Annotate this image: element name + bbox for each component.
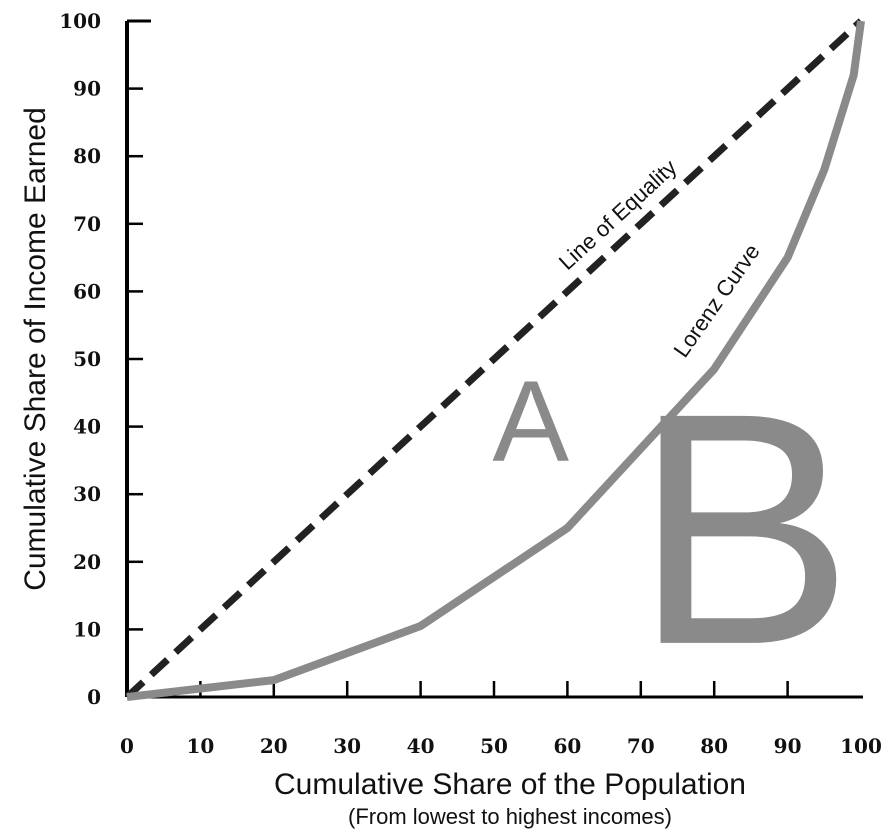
x-tick-label: 80 (700, 734, 728, 758)
area-label-a: A (492, 357, 569, 485)
axis-titles: Cumulative Share of the Population (From … (19, 107, 746, 829)
y-tick-label: 10 (73, 617, 101, 641)
x-tick-label: 10 (186, 734, 214, 758)
area-label-b: B (634, 344, 854, 713)
y-tick-label: 50 (73, 347, 101, 371)
x-tick-label: 60 (553, 734, 581, 758)
x-tick-label: 30 (333, 734, 361, 758)
x-tick-label: 0 (120, 734, 134, 758)
x-tick-label: 50 (480, 734, 508, 758)
ticks: 0 10 20 30 40 50 60 70 80 90 100 0 10 20 30 40 50 60 70 80 9… (59, 9, 882, 758)
x-axis-subtitle: (From lowest to highest incomes) (348, 804, 672, 829)
lorenz-curve (126, 20, 865, 701)
y-tick-label: 100 (59, 9, 101, 33)
y-tick-label: 90 (73, 77, 101, 101)
y-tick-label: 60 (73, 279, 101, 303)
x-tick-label: 40 (407, 734, 435, 758)
x-tick-label: 70 (627, 734, 655, 758)
line-of-equality-label: Line of Equality (554, 155, 682, 275)
y-axis-title: Cumulative Share of Income Earned (19, 107, 52, 591)
y-tick-label: 70 (73, 212, 101, 236)
series-group (124, 18, 865, 701)
x-axis-title: Cumulative Share of the Population (274, 768, 746, 801)
x-tick-label: 90 (774, 734, 802, 758)
y-tick-label: 30 (73, 482, 101, 506)
y-tick-label: 40 (73, 415, 101, 439)
y-tick-label: 0 (87, 685, 101, 709)
y-tick-label: 80 (73, 144, 101, 168)
line-of-equality (124, 18, 864, 700)
x-tick-label: 100 (840, 734, 882, 758)
y-tick-label: 20 (73, 550, 101, 574)
x-tick-label: 20 (260, 734, 288, 758)
